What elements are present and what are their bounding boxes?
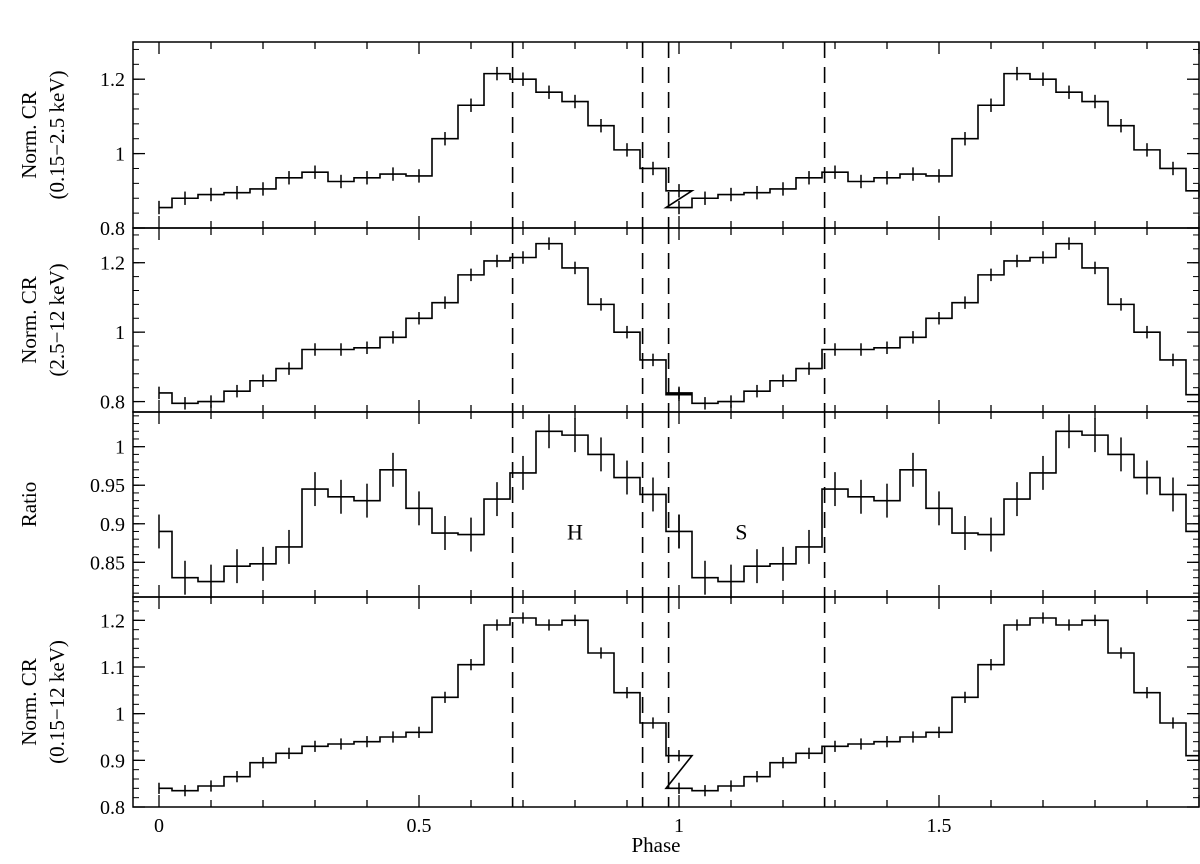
annotation-s: S <box>735 519 747 544</box>
y-tick-label: 1 <box>115 144 125 166</box>
y-axis-title: Norm. CR <box>17 658 41 746</box>
panel-frame <box>132 41 1200 229</box>
y-tick-label: 0.9 <box>100 750 125 772</box>
y-axis-title: Norm. CR <box>17 276 41 364</box>
x-tick-label: 1.5 <box>927 815 952 837</box>
y-tick-label: 1.2 <box>100 69 125 91</box>
panel-2: 0.8 1 1.2 Norm. CR (2.5−12 keV) <box>17 227 1200 414</box>
panel-frame <box>132 596 1200 808</box>
step-line <box>159 72 1199 209</box>
y-axis-title: Norm. CR <box>17 91 41 179</box>
y-tick-label: 1.1 <box>100 657 125 679</box>
y-tick-label: 1.2 <box>100 253 125 275</box>
y-tick-label: 0.85 <box>90 552 125 574</box>
x-tick-label: 0.5 <box>407 815 432 837</box>
y-tick-label: 1 <box>115 704 125 726</box>
y-tick-label: 1 <box>115 437 125 459</box>
x-tick-label: 1 <box>674 815 684 837</box>
x-axis-title: Phase <box>632 833 681 857</box>
y-tick-label: 0.95 <box>90 475 125 497</box>
y-tick-label: 0.8 <box>100 797 125 819</box>
y-axis-title: Ratio <box>17 482 41 528</box>
panel-4: 0.8 0.9 1 1.1 1.2 Norm. CR (0.15−12 keV) 0 0.5 1 1… <box>17 596 1200 837</box>
y-tick-label: 1.2 <box>100 610 125 632</box>
panel-1: 0.8 1 1.2 Norm. CR (0.15−2.5 keV) <box>17 41 1200 240</box>
step-line <box>159 430 1199 583</box>
panel-3: 0.85 0.9 0.95 1 H S Ratio <box>17 411 1200 599</box>
y-axis-subtitle: (0.15−12 keV) <box>45 640 69 764</box>
step-line <box>159 242 1199 405</box>
step-line <box>159 617 1199 792</box>
y-tick-label: 1 <box>115 322 125 344</box>
y-tick-label: 0.9 <box>100 514 125 536</box>
y-axis-subtitle: (0.15−2.5 keV) <box>45 70 69 199</box>
y-tick-label: 0.8 <box>100 218 125 240</box>
y-tick-label: 0.8 <box>100 392 125 414</box>
y-axis-subtitle: (2.5−12 keV) <box>45 263 69 376</box>
x-tick-label: 0 <box>154 815 164 837</box>
annotation-h: H <box>567 519 583 544</box>
